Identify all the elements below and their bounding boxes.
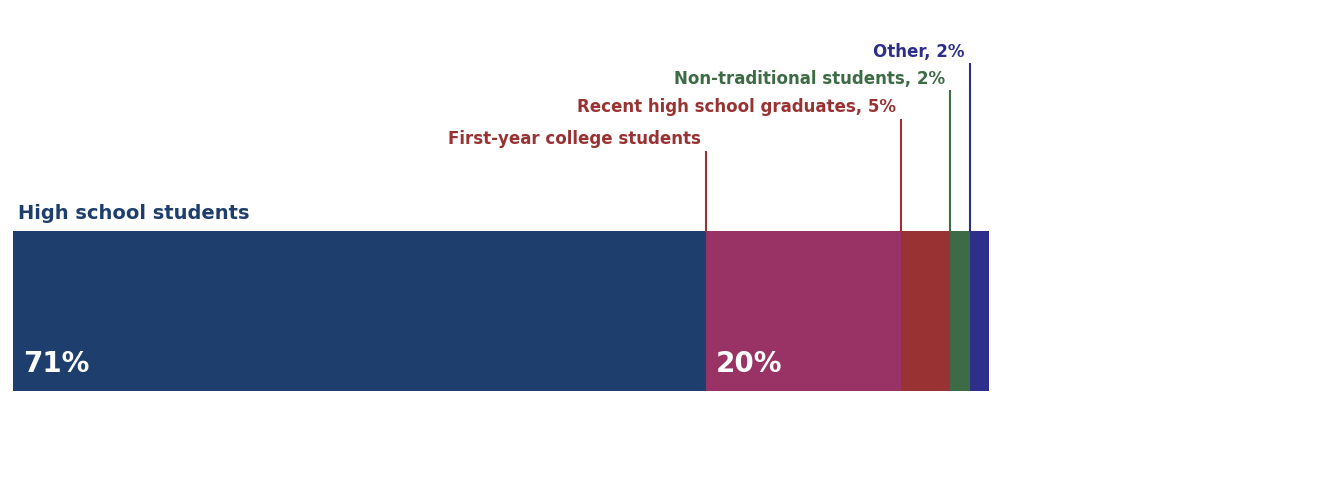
Text: Recent high school graduates, 5%: Recent high school graduates, 5% [578, 98, 896, 117]
Text: 71%: 71% [23, 350, 90, 378]
Text: First-year college students: First-year college students [449, 131, 702, 148]
Bar [706, 231, 902, 391]
Text: High school students: High school students [19, 204, 250, 223]
Bar [902, 231, 950, 391]
Text: Non-traditional students, 2%: Non-traditional students, 2% [675, 70, 945, 88]
Bar [13, 231, 706, 391]
Text: 20%: 20% [716, 350, 782, 378]
Bar [969, 231, 989, 391]
Bar [950, 231, 969, 391]
Text: Other, 2%: Other, 2% [874, 43, 965, 60]
